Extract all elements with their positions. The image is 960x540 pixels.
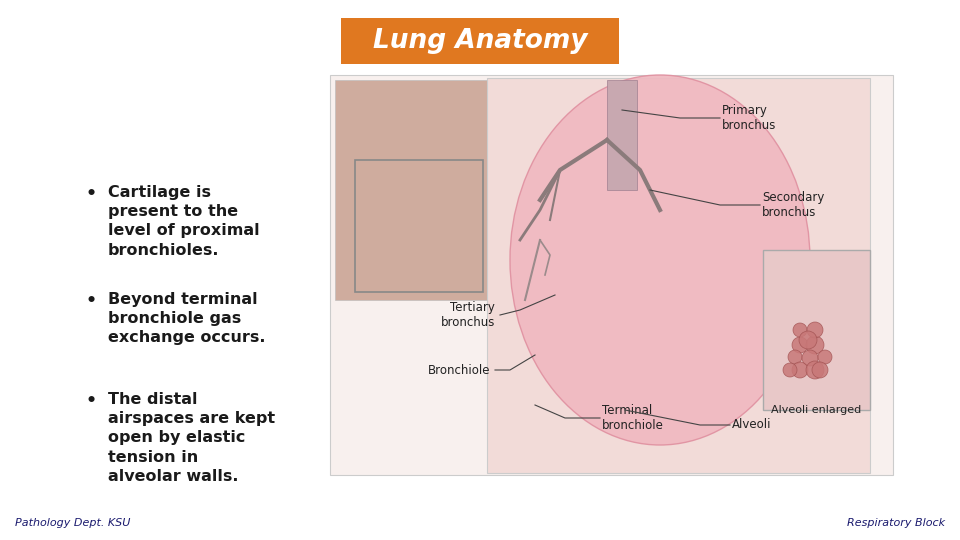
Text: Terminal
bronchiole: Terminal bronchiole [602, 404, 664, 432]
Bar [607, 80, 637, 190]
Bar [355, 160, 483, 292]
Text: Cartilage is
present to the
level of proximal
bronchioles.: Cartilage is present to the level of pro… [108, 185, 259, 258]
Circle shape [818, 350, 832, 364]
Text: The distal
airspaces are kept
open by elastic
tension in
alveolar walls.: The distal airspaces are kept open by el… [108, 392, 276, 484]
Circle shape [793, 323, 807, 337]
Bar [487, 78, 870, 473]
Text: Bronchiole: Bronchiole [427, 363, 490, 376]
Text: Beyond terminal
bronchiole gas
exchange occurs.: Beyond terminal bronchiole gas exchange … [108, 292, 266, 346]
Text: Tertiary
bronchus: Tertiary bronchus [441, 301, 495, 329]
Circle shape [806, 361, 824, 379]
Circle shape [807, 322, 823, 338]
Text: Alveoli enlarged: Alveoli enlarged [771, 405, 861, 415]
Text: Primary
bronchus: Primary bronchus [722, 104, 777, 132]
Text: Pathology Dept. KSU: Pathology Dept. KSU [15, 518, 131, 528]
Bar [763, 250, 870, 410]
Text: •: • [85, 292, 96, 310]
Text: •: • [85, 185, 96, 203]
Circle shape [806, 336, 824, 354]
Bar [335, 80, 490, 300]
Circle shape [788, 350, 802, 364]
Text: Secondary
bronchus: Secondary bronchus [762, 191, 825, 219]
Text: Lung Anatomy: Lung Anatomy [372, 28, 588, 54]
Circle shape [792, 337, 808, 353]
Text: Alveoli: Alveoli [732, 418, 772, 431]
Circle shape [802, 350, 818, 366]
Circle shape [799, 331, 817, 349]
Text: •: • [85, 392, 96, 410]
Bar [341, 18, 619, 64]
Circle shape [812, 362, 828, 378]
Circle shape [783, 363, 797, 377]
Bar [330, 75, 893, 475]
Circle shape [792, 362, 808, 378]
Ellipse shape [510, 75, 810, 445]
Text: Respiratory Block: Respiratory Block [847, 518, 945, 528]
